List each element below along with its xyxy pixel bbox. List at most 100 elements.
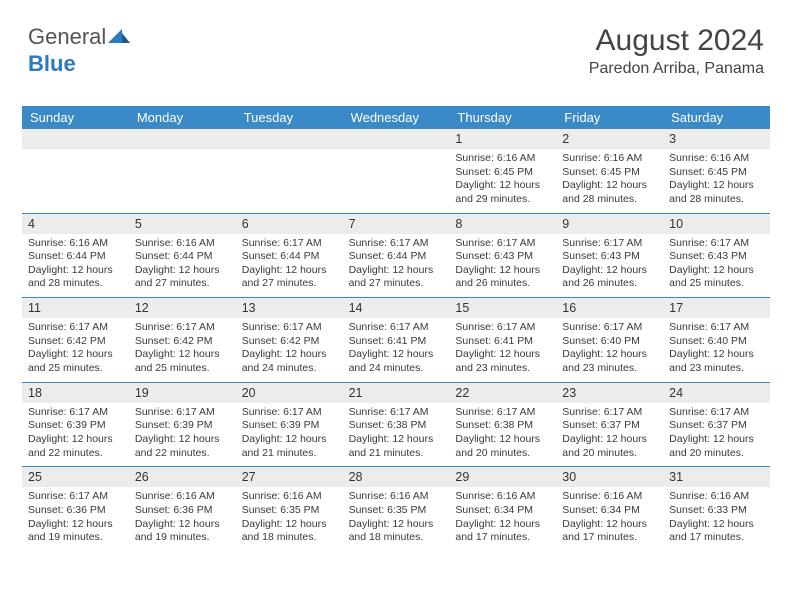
logo-text-1: General [28, 24, 106, 49]
weekday-header: Sunday Monday Tuesday Wednesday Thursday… [22, 106, 770, 129]
page-title: August 2024 [589, 24, 764, 58]
day-number: 29 [449, 467, 556, 487]
day-cell: 6Sunrise: 6:17 AMSunset: 6:44 PMDaylight… [236, 214, 343, 298]
day-cell: 27Sunrise: 6:16 AMSunset: 6:35 PMDayligh… [236, 467, 343, 551]
title-block: August 2024 Paredon Arriba, Panama [589, 24, 764, 78]
day-number: 12 [129, 298, 236, 318]
day-details: Sunrise: 6:16 AMSunset: 6:34 PMDaylight:… [556, 487, 663, 551]
weekday-label: Sunday [22, 106, 129, 129]
day-number: 26 [129, 467, 236, 487]
day-number: 3 [663, 129, 770, 149]
day-number [236, 129, 343, 149]
day-details: Sunrise: 6:16 AMSunset: 6:35 PMDaylight:… [343, 487, 450, 551]
day-number: 23 [556, 383, 663, 403]
logo-text-2: Blue [28, 51, 76, 76]
week-row: 1Sunrise: 6:16 AMSunset: 6:45 PMDaylight… [22, 129, 770, 213]
day-details: Sunrise: 6:17 AMSunset: 6:40 PMDaylight:… [556, 318, 663, 382]
day-cell: 15Sunrise: 6:17 AMSunset: 6:41 PMDayligh… [449, 298, 556, 382]
day-cell: 17Sunrise: 6:17 AMSunset: 6:40 PMDayligh… [663, 298, 770, 382]
day-number: 16 [556, 298, 663, 318]
day-cell: 25Sunrise: 6:17 AMSunset: 6:36 PMDayligh… [22, 467, 129, 551]
day-cell: 2Sunrise: 6:16 AMSunset: 6:45 PMDaylight… [556, 129, 663, 213]
day-details: Sunrise: 6:17 AMSunset: 6:42 PMDaylight:… [22, 318, 129, 382]
day-details: Sunrise: 6:16 AMSunset: 6:34 PMDaylight:… [449, 487, 556, 551]
day-cell: 18Sunrise: 6:17 AMSunset: 6:39 PMDayligh… [22, 383, 129, 467]
day-cell: 5Sunrise: 6:16 AMSunset: 6:44 PMDaylight… [129, 214, 236, 298]
day-details: Sunrise: 6:17 AMSunset: 6:40 PMDaylight:… [663, 318, 770, 382]
day-cell [343, 129, 450, 213]
day-cell: 10Sunrise: 6:17 AMSunset: 6:43 PMDayligh… [663, 214, 770, 298]
day-number: 10 [663, 214, 770, 234]
day-number: 28 [343, 467, 450, 487]
day-number: 22 [449, 383, 556, 403]
day-details: Sunrise: 6:16 AMSunset: 6:45 PMDaylight:… [663, 149, 770, 213]
day-details: Sunrise: 6:16 AMSunset: 6:45 PMDaylight:… [449, 149, 556, 213]
day-number: 14 [343, 298, 450, 318]
weekday-label: Thursday [449, 106, 556, 129]
day-number: 31 [663, 467, 770, 487]
day-cell: 9Sunrise: 6:17 AMSunset: 6:43 PMDaylight… [556, 214, 663, 298]
day-cell: 4Sunrise: 6:16 AMSunset: 6:44 PMDaylight… [22, 214, 129, 298]
day-number: 21 [343, 383, 450, 403]
day-details: Sunrise: 6:16 AMSunset: 6:45 PMDaylight:… [556, 149, 663, 213]
day-cell: 11Sunrise: 6:17 AMSunset: 6:42 PMDayligh… [22, 298, 129, 382]
day-cell: 26Sunrise: 6:16 AMSunset: 6:36 PMDayligh… [129, 467, 236, 551]
day-cell: 12Sunrise: 6:17 AMSunset: 6:42 PMDayligh… [129, 298, 236, 382]
day-details: Sunrise: 6:16 AMSunset: 6:35 PMDaylight:… [236, 487, 343, 551]
day-details: Sunrise: 6:17 AMSunset: 6:39 PMDaylight:… [22, 403, 129, 467]
day-cell: 8Sunrise: 6:17 AMSunset: 6:43 PMDaylight… [449, 214, 556, 298]
weeks-container: 1Sunrise: 6:16 AMSunset: 6:45 PMDaylight… [22, 129, 770, 551]
day-cell: 3Sunrise: 6:16 AMSunset: 6:45 PMDaylight… [663, 129, 770, 213]
day-number [22, 129, 129, 149]
day-number: 13 [236, 298, 343, 318]
day-details: Sunrise: 6:17 AMSunset: 6:39 PMDaylight:… [129, 403, 236, 467]
weekday-label: Tuesday [236, 106, 343, 129]
day-cell [22, 129, 129, 213]
day-cell: 28Sunrise: 6:16 AMSunset: 6:35 PMDayligh… [343, 467, 450, 551]
day-cell: 24Sunrise: 6:17 AMSunset: 6:37 PMDayligh… [663, 383, 770, 467]
day-number [129, 129, 236, 149]
day-number: 19 [129, 383, 236, 403]
week-row: 11Sunrise: 6:17 AMSunset: 6:42 PMDayligh… [22, 297, 770, 382]
week-row: 25Sunrise: 6:17 AMSunset: 6:36 PMDayligh… [22, 466, 770, 551]
day-number: 4 [22, 214, 129, 234]
calendar: Sunday Monday Tuesday Wednesday Thursday… [22, 106, 770, 551]
day-number: 20 [236, 383, 343, 403]
day-number: 30 [556, 467, 663, 487]
day-details [129, 149, 236, 201]
day-cell: 1Sunrise: 6:16 AMSunset: 6:45 PMDaylight… [449, 129, 556, 213]
day-number: 25 [22, 467, 129, 487]
day-number: 9 [556, 214, 663, 234]
day-number: 1 [449, 129, 556, 149]
day-cell: 29Sunrise: 6:16 AMSunset: 6:34 PMDayligh… [449, 467, 556, 551]
day-cell: 7Sunrise: 6:17 AMSunset: 6:44 PMDaylight… [343, 214, 450, 298]
logo: General Blue [28, 24, 130, 77]
day-details: Sunrise: 6:17 AMSunset: 6:38 PMDaylight:… [449, 403, 556, 467]
day-details: Sunrise: 6:17 AMSunset: 6:43 PMDaylight:… [663, 234, 770, 298]
weekday-label: Monday [129, 106, 236, 129]
day-cell: 20Sunrise: 6:17 AMSunset: 6:39 PMDayligh… [236, 383, 343, 467]
day-details: Sunrise: 6:17 AMSunset: 6:39 PMDaylight:… [236, 403, 343, 467]
day-cell: 21Sunrise: 6:17 AMSunset: 6:38 PMDayligh… [343, 383, 450, 467]
day-details [343, 149, 450, 201]
day-details [22, 149, 129, 201]
logo-icon [108, 25, 130, 51]
day-details: Sunrise: 6:17 AMSunset: 6:42 PMDaylight:… [129, 318, 236, 382]
day-number: 11 [22, 298, 129, 318]
day-number: 15 [449, 298, 556, 318]
day-details: Sunrise: 6:17 AMSunset: 6:38 PMDaylight:… [343, 403, 450, 467]
week-row: 4Sunrise: 6:16 AMSunset: 6:44 PMDaylight… [22, 213, 770, 298]
day-number: 18 [22, 383, 129, 403]
day-details: Sunrise: 6:17 AMSunset: 6:37 PMDaylight:… [663, 403, 770, 467]
day-cell [236, 129, 343, 213]
page-subtitle: Paredon Arriba, Panama [589, 60, 764, 78]
day-number [343, 129, 450, 149]
day-cell [129, 129, 236, 213]
day-cell: 22Sunrise: 6:17 AMSunset: 6:38 PMDayligh… [449, 383, 556, 467]
weekday-label: Friday [556, 106, 663, 129]
day-details: Sunrise: 6:17 AMSunset: 6:37 PMDaylight:… [556, 403, 663, 467]
day-details: Sunrise: 6:17 AMSunset: 6:41 PMDaylight:… [449, 318, 556, 382]
day-number: 2 [556, 129, 663, 149]
day-number: 8 [449, 214, 556, 234]
week-row: 18Sunrise: 6:17 AMSunset: 6:39 PMDayligh… [22, 382, 770, 467]
